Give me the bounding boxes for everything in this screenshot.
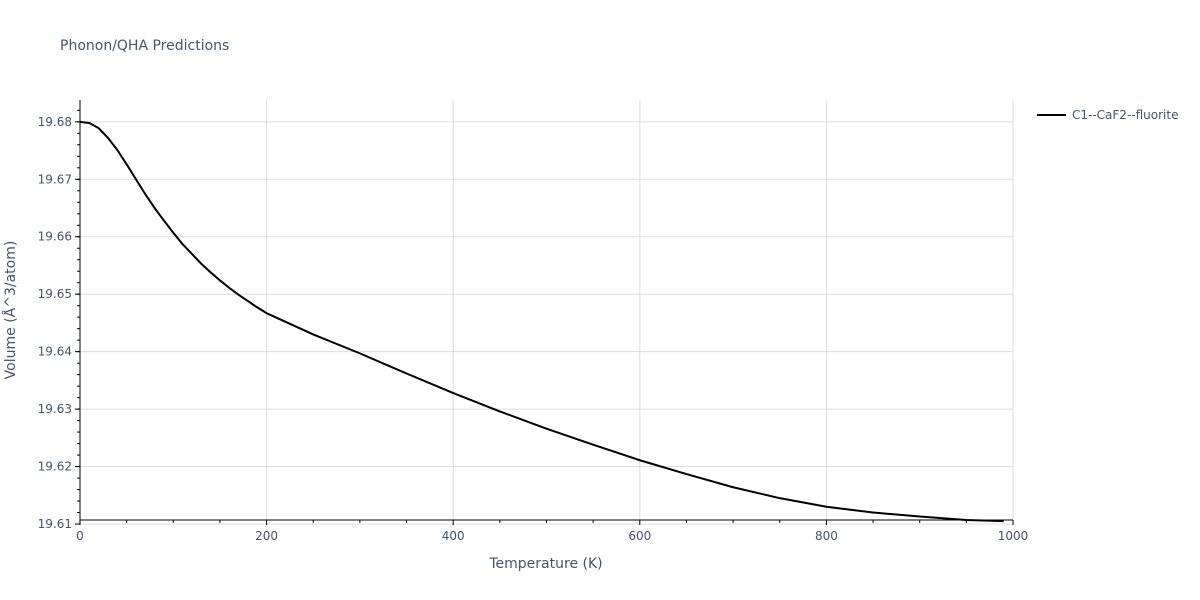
x-tick-label: 0 xyxy=(76,529,84,543)
y-tick-label: 19.63 xyxy=(38,402,72,416)
x-tick-label: 400 xyxy=(442,529,465,543)
series-line xyxy=(79,120,1004,523)
y-tick-label: 19.68 xyxy=(38,115,72,129)
y-tick-label: 19.66 xyxy=(38,230,72,244)
axes: 0 200 400 600 800 1000 19.61 19.62 19.63 19.64 19.… xyxy=(38,100,1029,543)
y-tick-label: 19.67 xyxy=(38,172,72,186)
legend[interactable]: C1--CaF2--fluorite xyxy=(1037,108,1178,122)
chart-title: Phonon/QHA Predictions xyxy=(60,38,229,54)
x-tick-label: 600 xyxy=(628,529,651,543)
x-tick-label: 1000 xyxy=(998,529,1029,543)
series-layer xyxy=(79,120,1004,523)
y-tick-label: 19.61 xyxy=(38,517,72,531)
y-tick-label: 19.64 xyxy=(38,345,72,359)
x-tick-label: 200 xyxy=(255,529,278,543)
x-tick-label: 800 xyxy=(815,529,838,543)
y-tick-label: 19.65 xyxy=(38,287,72,301)
y-axis-title: Volume (Å^3/atom) xyxy=(2,241,19,380)
x-axis-title: Temperature (K) xyxy=(488,556,602,572)
y-tick-label: 19.62 xyxy=(38,460,72,474)
legend-label: C1--CaF2--fluorite xyxy=(1072,108,1178,122)
grid xyxy=(80,100,1014,525)
